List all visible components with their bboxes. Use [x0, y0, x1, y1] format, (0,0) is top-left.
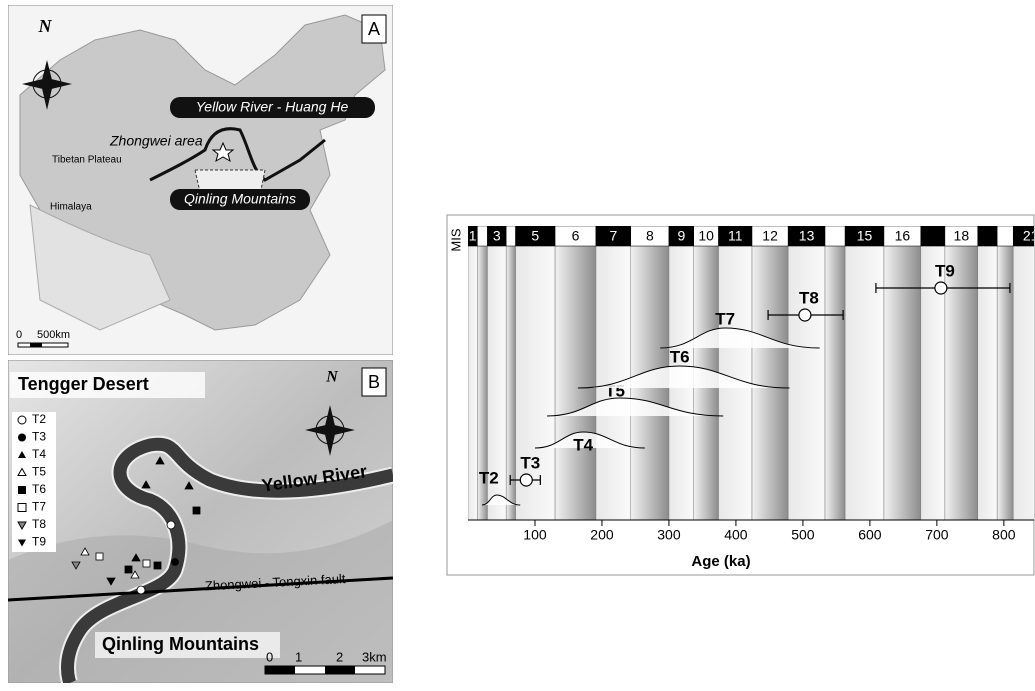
- map-b: B N Tengger Desert Yellow River Zhongwei…: [8, 360, 393, 683]
- series-label: T9: [935, 261, 955, 280]
- mis-label: 18: [954, 228, 970, 244]
- map-label: Yellow River - Huang He: [196, 99, 349, 115]
- scale-label: 500km: [37, 329, 70, 341]
- mis-label: 8: [646, 228, 654, 244]
- mis-label: 9: [677, 228, 685, 244]
- mis-band: [945, 246, 978, 520]
- series-label: T7: [715, 309, 735, 328]
- scale-label: 2: [336, 649, 343, 664]
- mis-cell: [477, 226, 487, 246]
- age-point: [799, 309, 811, 321]
- map-label: Tengger Desert: [18, 374, 149, 394]
- mis-label: 10: [698, 228, 714, 244]
- panel-label: B: [368, 372, 380, 392]
- x-tick-label: 100: [523, 527, 547, 543]
- mis-label: 11: [728, 228, 743, 244]
- legend-symbol: [18, 504, 26, 512]
- mis-band: [468, 246, 477, 520]
- map-label: Zhongwei area: [109, 133, 203, 149]
- x-tick-label: 500: [791, 527, 815, 543]
- legend-label: T4: [32, 447, 46, 461]
- legend-symbol: [18, 416, 26, 424]
- scale-bar: [18, 343, 68, 347]
- mis-label: 1: [469, 228, 477, 244]
- panel-label: A: [368, 19, 380, 39]
- scale-label: 1: [295, 649, 302, 664]
- mis-band: [825, 246, 845, 520]
- mis-band: [1013, 246, 1035, 520]
- legend-symbol: [18, 486, 26, 494]
- series-label: T8: [799, 288, 819, 307]
- mis-label: 16: [895, 228, 911, 244]
- mis-band: [788, 246, 825, 520]
- north-label: N: [38, 16, 53, 36]
- mis-label: 7: [609, 228, 617, 244]
- scale-bar: [30, 343, 42, 347]
- scale-bar: [325, 666, 355, 674]
- y-axis-title: MIS: [448, 228, 463, 251]
- mis-label: 15: [857, 228, 873, 244]
- mis-band: [752, 246, 788, 520]
- legend-label: T9: [32, 535, 46, 549]
- map-a: A N Yellow River - Huang He Zhongwei are…: [8, 5, 393, 355]
- mis-cell: [825, 226, 845, 246]
- x-tick-label: 700: [925, 527, 949, 543]
- map-label: Tibetan Plateau: [52, 155, 122, 166]
- mis-band: [997, 246, 1013, 520]
- legend-label: T2: [32, 412, 46, 426]
- mis-band: [555, 246, 596, 520]
- mis-cell: [978, 226, 997, 246]
- mis-label: 5: [531, 228, 539, 244]
- map-label: Himalaya: [50, 202, 92, 213]
- age-point: [520, 474, 532, 486]
- mis-cell: [506, 226, 515, 246]
- series-label: T4: [573, 435, 593, 454]
- x-axis-title: Age (ka): [691, 553, 750, 570]
- mis-cell: [921, 226, 945, 246]
- age-point: [935, 282, 947, 294]
- scale-label: 3km: [362, 649, 387, 664]
- x-tick-label: 600: [858, 527, 882, 543]
- mis-band: [845, 246, 884, 520]
- mis-cell: [997, 226, 1013, 246]
- scale-label: 0: [16, 329, 22, 341]
- mis-band: [884, 246, 921, 520]
- legend-label: T3: [32, 430, 46, 444]
- mis-label: 3: [493, 228, 501, 244]
- legend-label: T5: [32, 465, 46, 479]
- legend-label: T6: [32, 482, 46, 496]
- legend-label: T8: [32, 517, 46, 531]
- series-label: T2: [479, 468, 499, 487]
- x-tick-label: 400: [724, 527, 748, 543]
- mis-label: 21: [1023, 228, 1035, 244]
- series-label: T6: [670, 347, 690, 366]
- series-label: T3: [520, 453, 540, 472]
- mis-label: 13: [799, 228, 815, 244]
- figure: A N Yellow River - Huang He Zhongwei are…: [0, 0, 1035, 686]
- legend-symbol: [18, 434, 26, 442]
- scale-label: 0: [266, 649, 273, 664]
- x-tick-label: 800: [992, 527, 1016, 543]
- mis-label: 12: [762, 228, 778, 244]
- mis-band: [506, 246, 515, 520]
- scale-bar: [265, 666, 295, 674]
- north-label: N: [325, 369, 339, 386]
- mis-band: [978, 246, 997, 520]
- map-label: Qinling Mountains: [184, 191, 296, 207]
- x-tick-label: 300: [657, 527, 681, 543]
- legend-label: T7: [32, 500, 46, 514]
- mis-label: 6: [572, 228, 580, 244]
- map-label: Qinling Mountains: [102, 634, 259, 654]
- x-tick-label: 200: [590, 527, 614, 543]
